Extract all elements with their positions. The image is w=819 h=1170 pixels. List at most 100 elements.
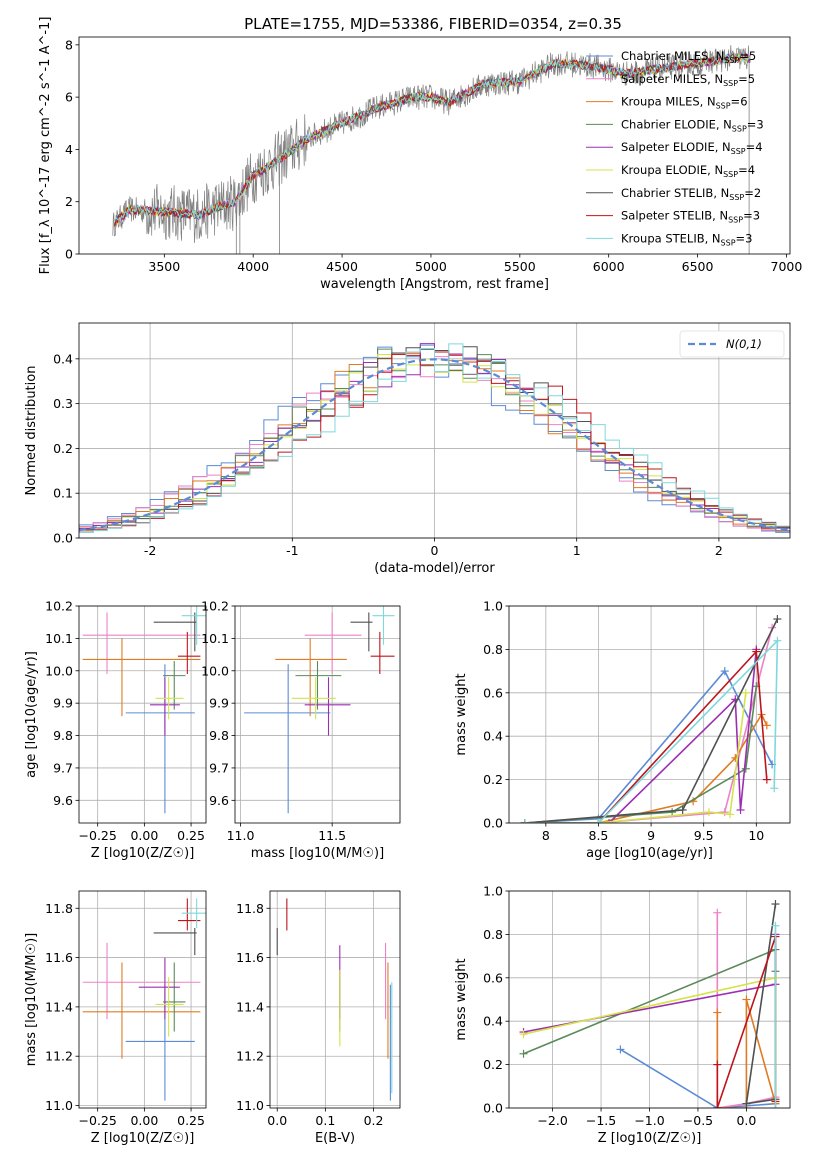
legend-label: Kroupa ELODIE, NSSP=4 bbox=[621, 163, 755, 179]
x-tick-label: 8 bbox=[542, 828, 550, 843]
data-point bbox=[616, 1045, 625, 1054]
y-tick-label: 0.4 bbox=[53, 351, 73, 366]
plot-area bbox=[244, 606, 395, 814]
x-tick-label: 0.00 bbox=[130, 1113, 158, 1128]
errorbar-salpeter-stelib bbox=[177, 631, 201, 675]
x-tick-label: 0 bbox=[431, 543, 439, 558]
axes-frame bbox=[78, 36, 791, 255]
x-tick-label: 4000 bbox=[237, 259, 269, 274]
x-tick-label: 6500 bbox=[682, 259, 714, 274]
legend-label: N(0,1) bbox=[726, 337, 762, 351]
y-tick-label: 11.8 bbox=[45, 901, 73, 916]
x-tick-label: −1.5 bbox=[586, 1113, 616, 1128]
series-line bbox=[524, 712, 768, 823]
errorbar-salpeter-elodie bbox=[138, 957, 180, 1020]
data-point bbox=[668, 808, 677, 817]
panel-mass_weight_vs_z: −2.0 −1.5 −1.0 −0.5 0.0 0.0 0.2 0.4 0.6 0.8 1.0 Z [… bbox=[454, 884, 791, 1146]
series-line bbox=[619, 1048, 776, 1108]
grid bbox=[270, 891, 400, 1108]
data-point bbox=[713, 908, 722, 917]
x-axis-label: (data-model)/error bbox=[374, 561, 495, 576]
errorbar-chabrier-stelib bbox=[350, 612, 373, 652]
series-kroupa-stelib bbox=[771, 921, 780, 1108]
y-tick-label: 0.3 bbox=[53, 396, 73, 411]
ticks: −0.25 0.00 0.25 9.6 9.7 9.8 9.9 10.0 10.1 10.2 bbox=[45, 599, 205, 844]
data-point bbox=[771, 900, 780, 909]
x-tick-label: 10 bbox=[748, 828, 764, 843]
data-point bbox=[713, 1060, 722, 1069]
data-point bbox=[713, 1008, 722, 1017]
model-salpeter-stelib bbox=[114, 52, 751, 226]
data-point bbox=[773, 636, 782, 645]
plot-area bbox=[82, 898, 206, 1101]
y-tick-label: 4 bbox=[65, 142, 73, 157]
data-point bbox=[752, 647, 761, 656]
plot-area bbox=[82, 606, 206, 814]
y-tick-label: 10.1 bbox=[201, 631, 229, 646]
x-tick-label: 3500 bbox=[148, 259, 180, 274]
legend-label: Chabrier ELODIE, NSSP=3 bbox=[621, 117, 764, 133]
y-tick-label: 9.9 bbox=[209, 696, 229, 711]
x-axis-label: age [log10(age/yr)] bbox=[586, 846, 713, 861]
y-axis-label: mass weight bbox=[454, 958, 469, 1040]
y-tick-label: 9.7 bbox=[53, 760, 73, 775]
x-tick-label: 1 bbox=[573, 543, 581, 558]
ticks: 11.0 11.5 9.6 9.7 9.8 9.9 10.0 10.1 10.2 bbox=[201, 599, 346, 844]
plot-area bbox=[520, 615, 782, 823]
data-point bbox=[741, 688, 750, 697]
figure-title: PLATE=1755, MJD=53386, FIBERID=0354, z=0… bbox=[244, 15, 622, 33]
normal-curve bbox=[79, 358, 790, 532]
axes-frame bbox=[269, 890, 401, 1109]
data-point bbox=[762, 721, 771, 730]
y-tick-label: 8 bbox=[65, 37, 73, 52]
data-point bbox=[604, 819, 613, 823]
data-point bbox=[594, 819, 603, 823]
series-line bbox=[524, 649, 768, 823]
x-tick-label: 0.0 bbox=[736, 1113, 756, 1128]
x-tick-label: 4500 bbox=[326, 259, 358, 274]
plot-area bbox=[79, 343, 790, 535]
errorbar-salpeter-miles bbox=[82, 612, 201, 675]
errorbar-salpeter-elodie bbox=[304, 677, 351, 736]
y-tick-label: 10.2 bbox=[201, 599, 229, 614]
plot-area bbox=[276, 898, 393, 1101]
data-point bbox=[678, 805, 687, 814]
y-axis-label: Normed distribution bbox=[24, 366, 39, 496]
legend-label: Chabrier STELIB, NSSP=2 bbox=[621, 186, 761, 202]
x-axis-label: wavelength [Angstrom, rest frame] bbox=[320, 277, 549, 292]
panel-mass_vs_ebv: 0.0 0.1 0.2 11.0 11.2 11.4 11.6 11.8 E(B-V) bbox=[236, 890, 401, 1146]
y-tick-label: 9.8 bbox=[53, 728, 73, 743]
legend: Chabrier MILES, NSSP=5 Salpeter MILES, NS… bbox=[586, 49, 764, 247]
x-tick-label: 11.0 bbox=[227, 828, 255, 843]
legend-label: Chabrier MILES, NSSP=5 bbox=[621, 49, 756, 65]
x-axis-label: Z [log10(Z/Z☉)] bbox=[598, 1131, 702, 1146]
panel-age_vs_mass: 11.0 11.5 9.6 9.7 9.8 9.9 10.0 10.1 10.2 mass [lo… bbox=[201, 599, 401, 861]
errorbar-chabrier-elodie bbox=[163, 661, 186, 710]
model-kroupa-stelib bbox=[114, 53, 751, 222]
x-tick-label: 6000 bbox=[593, 259, 625, 274]
legend-label: Salpeter MILES, NSSP=5 bbox=[621, 72, 755, 88]
legend-label: Salpeter STELIB, NSSP=3 bbox=[621, 209, 760, 225]
errorbar-kroupa-miles bbox=[275, 638, 347, 717]
y-tick-label: 11.4 bbox=[45, 999, 73, 1014]
y-tick-label: 11.2 bbox=[236, 1049, 264, 1064]
panel-residuals: -2 -1 0 1 2 0.0 0.1 0.2 0.3 0.4 (data-model)/error… bbox=[24, 322, 791, 576]
errorbar-chabrier-stelib bbox=[153, 612, 197, 652]
data-point bbox=[762, 775, 771, 784]
errorbar-kroupa-elodie bbox=[155, 977, 184, 1037]
x-tick-label: 0.25 bbox=[177, 828, 205, 843]
errorbar-chabrier-elodie bbox=[295, 661, 342, 710]
data-point bbox=[720, 667, 729, 676]
y-tick-label: 11.6 bbox=[45, 950, 73, 965]
series-line bbox=[524, 638, 779, 823]
y-axis-label: mass [log10(M/M☉)] bbox=[24, 933, 39, 1066]
x-tick-label: 11.5 bbox=[318, 828, 346, 843]
ticks: 8 8.5 9 9.5 10 0.0 0.2 0.4 0.6 0.8 1.0 bbox=[483, 599, 764, 844]
ticks: -2 -1 0 1 2 0.0 0.1 0.2 0.3 0.4 bbox=[53, 351, 723, 558]
plot-area bbox=[112, 45, 751, 254]
y-tick-label: 11.4 bbox=[236, 999, 264, 1014]
x-tick-label: −0.25 bbox=[79, 1113, 117, 1128]
y-tick-label: 9.6 bbox=[209, 793, 229, 808]
y-tick-label: 0.0 bbox=[483, 816, 503, 831]
